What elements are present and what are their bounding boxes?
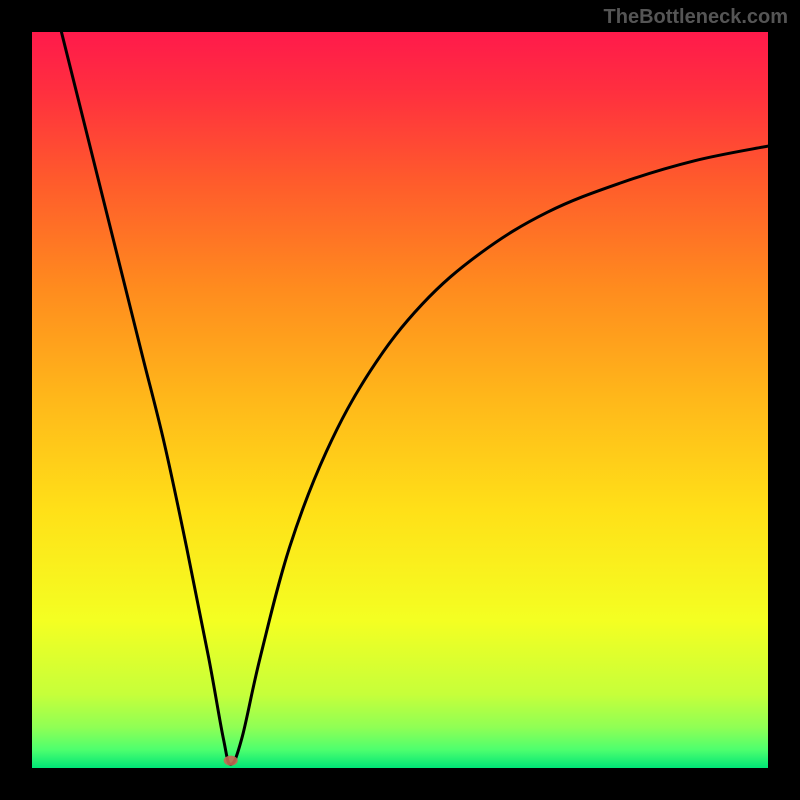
plot-background bbox=[32, 32, 768, 768]
watermark-text: TheBottleneck.com bbox=[604, 6, 788, 29]
plot-area bbox=[32, 32, 768, 768]
notch-marker bbox=[224, 756, 238, 766]
chart-svg bbox=[32, 32, 768, 768]
chart-container: TheBottleneck.com bbox=[0, 0, 800, 800]
